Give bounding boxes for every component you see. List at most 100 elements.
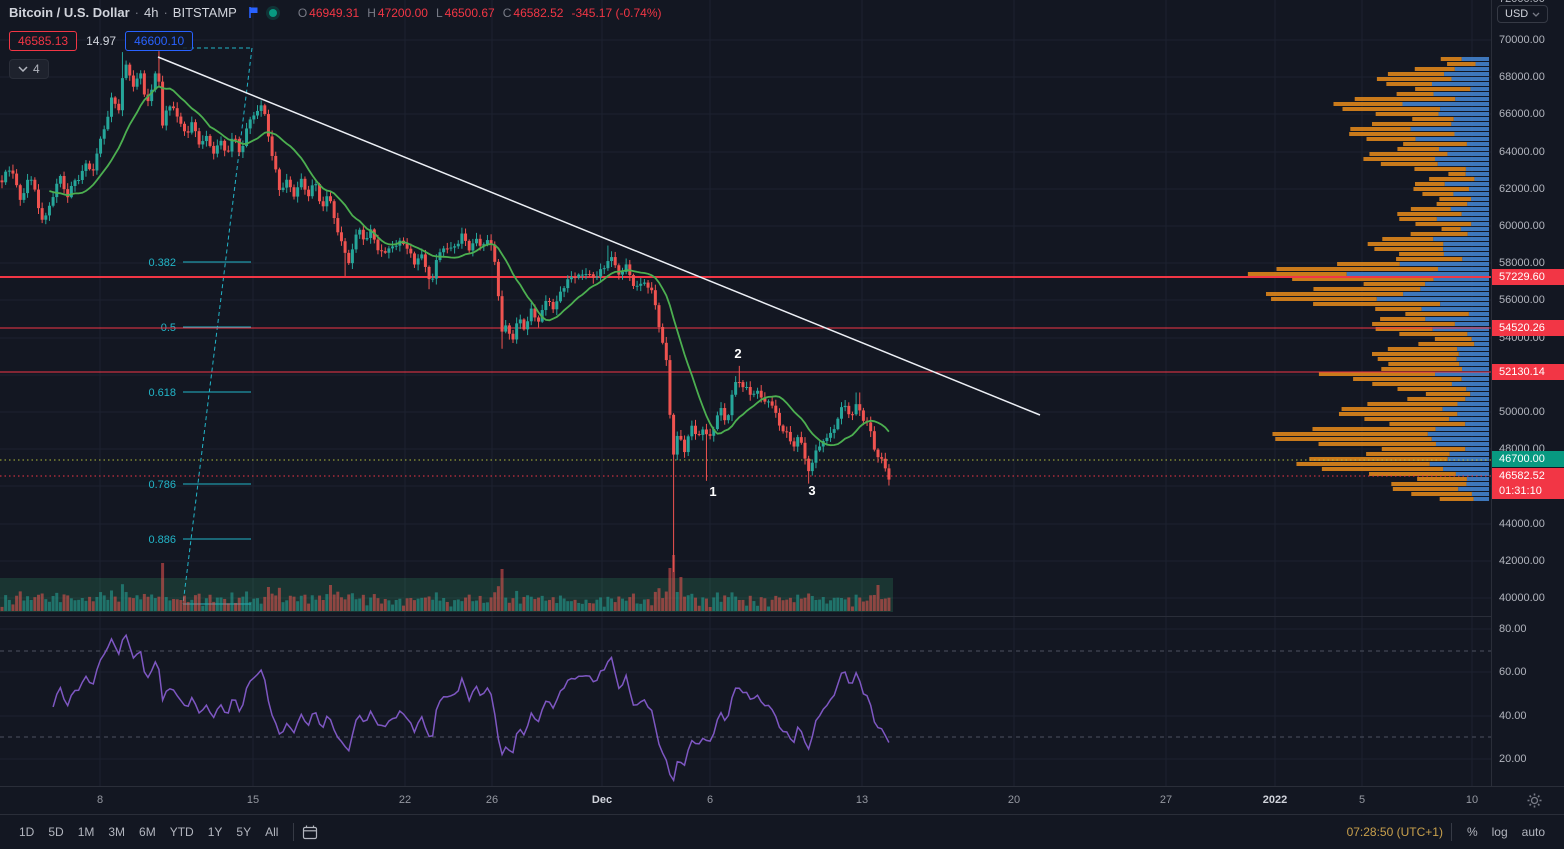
percent-scale-button[interactable]: %	[1466, 825, 1478, 839]
svg-text:2: 2	[734, 346, 741, 361]
horizontal-lines[interactable]	[0, 276, 1491, 477]
price-level-label: 01:31:10	[1492, 483, 1564, 499]
exchange-label[interactable]: BITSTAMP	[172, 5, 237, 20]
price-tick-label: 56000.00	[1499, 294, 1545, 306]
range-button-3M[interactable]: 3M	[108, 825, 126, 839]
range-button-6M[interactable]: 6M	[139, 825, 156, 839]
price-tick-label: 64000.00	[1499, 146, 1545, 158]
price-tick-label: 70000.00	[1499, 34, 1545, 46]
price-tick-label: 66000.00	[1499, 108, 1545, 120]
candles-layer	[0, 51, 891, 572]
red-price-label[interactable]: 46585.13	[9, 31, 78, 51]
svg-text:0.886: 0.886	[148, 534, 176, 546]
rsi-line[interactable]	[52, 633, 890, 783]
time-tick-label: 26	[485, 794, 499, 806]
separator: ·	[163, 5, 168, 20]
svg-text:1: 1	[709, 484, 716, 499]
time-tick-label: 15	[246, 794, 260, 806]
interval-label[interactable]: 4h	[143, 5, 159, 20]
indicator-count: 4	[33, 62, 40, 76]
range-button-All[interactable]: All	[265, 825, 279, 839]
svg-text:3: 3	[808, 483, 815, 498]
range-button-1D[interactable]: 1D	[19, 825, 35, 839]
blue-price-label[interactable]: 46600.10	[125, 31, 194, 51]
range-button-1Y[interactable]: 1Y	[207, 825, 223, 839]
price-tick-label: 50000.00	[1499, 406, 1545, 418]
currency-label: USD	[1505, 8, 1529, 20]
svg-text:0.786: 0.786	[148, 479, 176, 491]
low-value: 46500.67	[444, 5, 495, 20]
price-tick-label: 58000.00	[1499, 257, 1545, 269]
change-value: -345.17 (-0.74%)	[571, 5, 662, 20]
time-tick-label: 20	[1007, 794, 1021, 806]
divider	[1450, 823, 1452, 841]
price-level-label: 46700.00	[1492, 451, 1564, 467]
open-label: O	[297, 5, 308, 20]
time-tick-label: 2022	[1262, 794, 1288, 806]
time-tick-label: 6	[706, 794, 714, 806]
chevron-down-icon	[1532, 12, 1540, 17]
price-tick-label: 42000.00	[1499, 555, 1545, 567]
time-tick-label: Dec	[591, 794, 613, 806]
range-button-5Y[interactable]: 5Y	[236, 825, 252, 839]
price-tick-label: 40000.00	[1499, 592, 1545, 604]
range-button-5D[interactable]: 5D	[48, 825, 64, 839]
text-annotations[interactable]: 1 2 3	[709, 346, 815, 499]
price-tick-label: 60.00	[1499, 666, 1527, 678]
time-tick-label: 10	[1465, 794, 1479, 806]
time-tick-label: 22	[398, 794, 412, 806]
clock-label[interactable]: 07:28:50 (UTC+1)	[1346, 825, 1443, 839]
time-tick-label: 5	[1358, 794, 1366, 806]
object-tree-pill[interactable]: 4	[9, 59, 49, 79]
low-label: L	[435, 5, 443, 20]
time-tick-label: 27	[1159, 794, 1173, 806]
time-axis[interactable]: 8 15 22 26 Dec 6 13 20 27 2022 5 10	[0, 786, 1564, 815]
trend-line[interactable]	[157, 56, 1041, 416]
market-status-icon[interactable]	[268, 8, 277, 17]
divider	[293, 823, 295, 841]
volume-profile	[1247, 57, 1489, 501]
price-tick-label: 80.00	[1499, 623, 1527, 635]
flag-icon[interactable]	[248, 6, 259, 19]
volume-layer	[0, 555, 891, 611]
price-tick-label: 20.00	[1499, 753, 1527, 765]
price-tick-label: 60000.00	[1499, 220, 1545, 232]
go-to-date-icon[interactable]	[302, 825, 318, 840]
time-tick-label: 13	[855, 794, 869, 806]
price-tick-label: 72000.00	[1499, 0, 1545, 5]
bottom-toolbar: 1D 5D 1M 3M 6M YTD 1Y 5Y All 07:28:50 (UTC+1) % …	[0, 814, 1564, 849]
symbol-title[interactable]: Bitcoin / U.S. Dollar	[9, 5, 130, 20]
ohlc-values: O 46949.31 H 47200.00 L 46500.67 C 46582.52 …	[290, 6, 662, 20]
price-line-values: 46585.13 14.97 46600.10	[9, 31, 194, 51]
gear-icon[interactable]	[1527, 793, 1542, 813]
currency-toggle-button[interactable]: USD	[1497, 5, 1549, 23]
range-button-1M[interactable]: 1M	[77, 825, 95, 839]
separator: ·	[134, 5, 139, 20]
svg-text:0.618: 0.618	[148, 387, 176, 399]
chevron-down-icon	[18, 66, 28, 72]
price-tick-label: 62000.00	[1499, 183, 1545, 195]
price-level-label: 52130.14	[1492, 364, 1564, 380]
ma-line[interactable]	[49, 85, 890, 447]
close-value: 46582.52	[513, 5, 564, 20]
price-tick-label: 68000.00	[1499, 71, 1545, 83]
range-value: 14.97	[86, 34, 117, 48]
log-scale-button[interactable]: log	[1491, 825, 1508, 839]
auto-scale-button[interactable]: auto	[1521, 825, 1545, 839]
close-label: C	[502, 5, 512, 20]
price-level-label: 57229.60	[1492, 269, 1564, 285]
price-level-label: 54520.26	[1492, 320, 1564, 336]
time-tick-label: 8	[96, 794, 104, 806]
price-tick-label: 40.00	[1499, 710, 1527, 722]
grid-layer	[0, 0, 1491, 786]
svg-text:0.382: 0.382	[148, 257, 176, 269]
rsi-pane	[0, 633, 1491, 783]
high-label: H	[367, 5, 376, 20]
range-button-YTD[interactable]: YTD	[169, 825, 194, 839]
price-axis[interactable]: 72000.00 USD 70000.00 68000.00 66000.00 640…	[1491, 0, 1564, 786]
high-value: 47200.00	[377, 5, 428, 20]
